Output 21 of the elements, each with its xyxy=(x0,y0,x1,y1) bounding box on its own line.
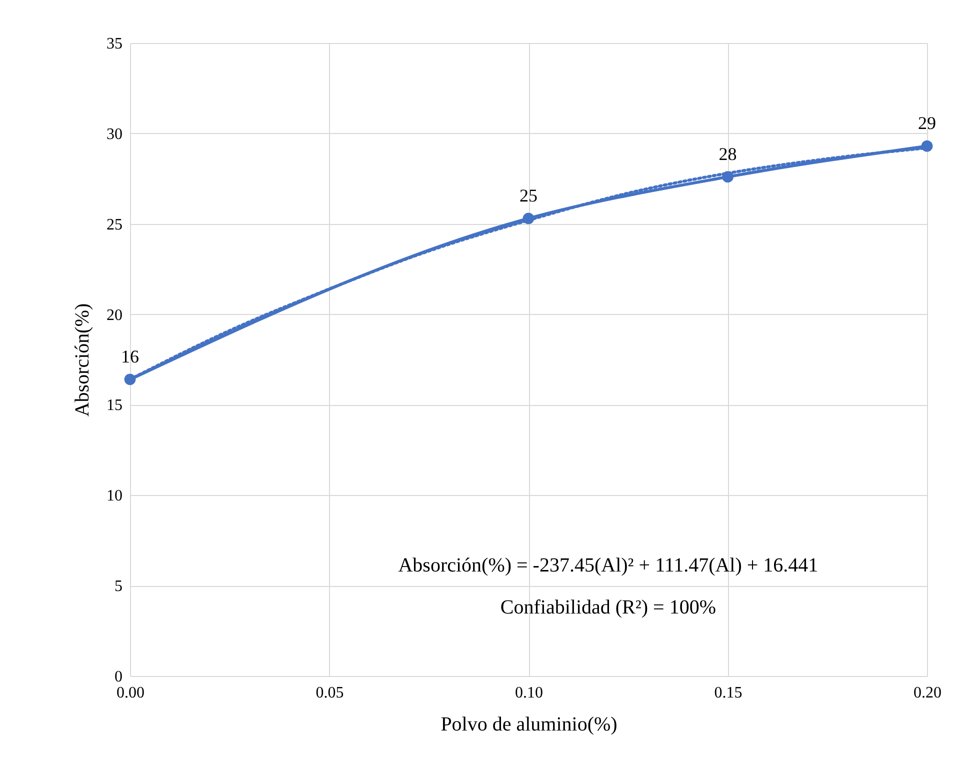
data-label: 28 xyxy=(718,144,737,164)
y-tick-label: 25 xyxy=(106,216,122,234)
y-tick-label: 10 xyxy=(106,488,122,505)
x-tick-label: 0.00 xyxy=(116,684,144,702)
x-tick-label: 0.10 xyxy=(515,684,543,702)
y-tick-label: 5 xyxy=(114,578,122,596)
y-tick-label: 15 xyxy=(106,397,122,414)
data-label: 16 xyxy=(121,346,139,366)
y-tick-label: 30 xyxy=(106,126,122,143)
y-tick-label: 20 xyxy=(106,306,122,324)
data-label: 25 xyxy=(520,185,538,206)
annotation: Absorción(%) = -237.45(Al)² + 111.47(Al) + 16.441 xyxy=(398,554,818,577)
data-label: 29 xyxy=(918,113,936,134)
y-axis-title: Absorción(%) xyxy=(72,303,94,417)
y-tick-label: 35 xyxy=(106,36,122,52)
x-tick-label: 0.20 xyxy=(914,684,942,702)
y-tick-label: 0 xyxy=(114,668,122,686)
x-axis-title: Polvo de aluminio(%) xyxy=(440,714,618,736)
x-tick-label: 0.05 xyxy=(316,684,344,702)
annotation: Confiabilidad (R²) = 100% xyxy=(500,596,716,618)
x-tick-label: 0.15 xyxy=(714,684,742,702)
